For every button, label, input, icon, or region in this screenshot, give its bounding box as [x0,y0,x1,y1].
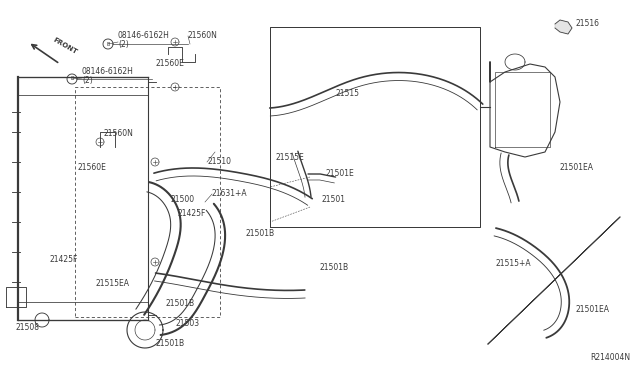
Text: 21503: 21503 [175,320,199,328]
Text: B: B [70,77,74,81]
Text: 21515: 21515 [335,90,359,99]
Text: (2): (2) [118,40,129,49]
Text: 08146-6162H: 08146-6162H [82,67,134,76]
Text: FRONT: FRONT [52,36,78,55]
Text: 21515E: 21515E [275,153,304,161]
Polygon shape [555,20,572,34]
Text: 21425F: 21425F [178,209,206,218]
Text: (2): (2) [82,76,93,85]
Text: 21501EA: 21501EA [575,305,609,314]
Text: 21501B: 21501B [245,230,274,238]
Text: B: B [106,42,109,46]
Text: 21508: 21508 [15,323,39,331]
Text: 21560N: 21560N [104,129,134,138]
Text: 21515+A: 21515+A [495,260,531,269]
Text: 21501EA: 21501EA [560,163,594,171]
Text: 21560E: 21560E [78,163,107,171]
Text: 21560N: 21560N [188,32,218,41]
Text: 21500: 21500 [171,196,195,205]
Text: 21631+A: 21631+A [212,189,248,199]
Text: 21501B: 21501B [320,263,349,272]
Text: 21510: 21510 [207,157,231,167]
Text: 21501E: 21501E [325,170,354,179]
Text: 21501: 21501 [322,196,346,205]
Text: 21515EA: 21515EA [95,279,129,289]
Text: 21516: 21516 [575,19,599,29]
Text: 21425F: 21425F [50,256,78,264]
Text: 21560E: 21560E [155,60,184,68]
Text: R214004N: R214004N [590,353,630,362]
Text: 08146-6162H: 08146-6162H [118,31,170,40]
Text: 21501B: 21501B [165,299,194,308]
Text: 21501B: 21501B [155,340,184,349]
